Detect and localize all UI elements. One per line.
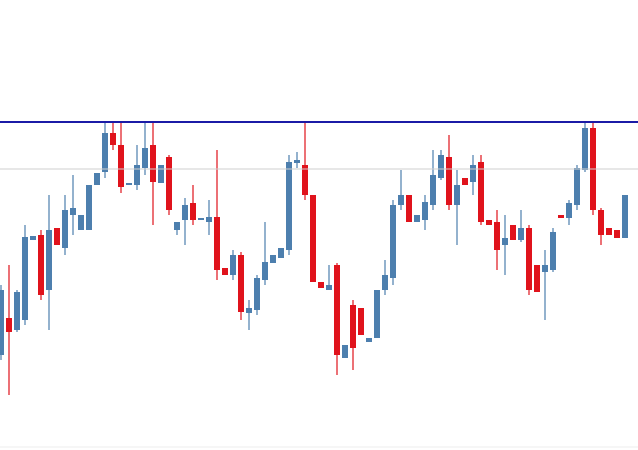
candle-body <box>542 265 548 272</box>
candle-body <box>310 195 316 282</box>
candle-body <box>566 203 572 218</box>
candle-body <box>582 128 588 170</box>
candle-body <box>534 265 540 292</box>
candle-body <box>454 185 460 205</box>
candle-body <box>358 308 364 335</box>
candle-body <box>110 133 116 145</box>
candle-body <box>62 210 68 248</box>
candle-body <box>374 290 380 338</box>
candle-body <box>494 222 500 250</box>
candle-body <box>622 195 628 238</box>
candle-body <box>54 228 60 245</box>
candle-body <box>606 228 612 235</box>
candle-body <box>430 175 436 205</box>
candle-body <box>246 308 252 313</box>
candle-body <box>318 282 324 288</box>
candle-body <box>350 305 356 348</box>
candle-body <box>102 133 108 172</box>
candle-body <box>390 205 396 278</box>
candle-body <box>286 162 292 250</box>
candle-body <box>0 290 4 355</box>
candle-body <box>30 236 36 240</box>
candle-body <box>382 275 388 290</box>
candle-body <box>254 278 260 310</box>
candle-body <box>414 215 420 222</box>
candle-body <box>126 183 132 185</box>
candle-body <box>46 230 52 290</box>
candle-body <box>118 145 124 187</box>
candle-body <box>270 255 276 263</box>
candle-body <box>526 228 532 290</box>
candle-body <box>134 165 140 185</box>
candle-body <box>366 338 372 342</box>
candle-body <box>598 210 604 235</box>
candle-body <box>6 318 12 332</box>
candle-body <box>150 145 156 182</box>
candle-body <box>422 202 428 220</box>
candle-body <box>574 168 580 205</box>
candle-body <box>198 218 204 220</box>
candle-body <box>486 220 492 225</box>
candle-body <box>398 195 404 205</box>
candle-body <box>342 345 348 358</box>
candle-body <box>614 230 620 238</box>
candle-body <box>238 255 244 312</box>
candle-body <box>406 195 412 222</box>
candle-body <box>462 178 468 185</box>
candle-body <box>502 238 508 245</box>
candle-body <box>470 165 476 182</box>
candle-body <box>182 205 188 220</box>
candle-body <box>438 155 444 178</box>
candle-body <box>518 228 524 240</box>
candle-body <box>446 157 452 205</box>
candle-body <box>302 165 308 195</box>
candle-body <box>510 225 516 240</box>
candle-body <box>22 237 28 320</box>
candle-body <box>326 285 332 290</box>
candle-body <box>70 208 76 215</box>
candle-body <box>550 232 556 270</box>
candle-body <box>94 173 100 185</box>
candle-body <box>334 265 340 355</box>
candle-body <box>14 292 20 330</box>
candle-body <box>190 203 196 220</box>
candle-body <box>278 248 284 258</box>
candle-body <box>174 222 180 230</box>
candle-body <box>214 217 220 270</box>
candle-body <box>86 185 92 230</box>
candle-body <box>262 262 268 280</box>
candle-body <box>230 255 236 275</box>
candle-body <box>206 217 212 222</box>
candle-body <box>38 235 44 295</box>
candle-body <box>222 268 228 275</box>
candle-body <box>158 165 164 183</box>
candle-body <box>166 157 172 210</box>
candle-body <box>478 162 484 222</box>
candle-body <box>142 148 148 168</box>
candle-body <box>78 215 84 230</box>
candle-body <box>558 215 564 218</box>
candle-body <box>294 160 300 163</box>
